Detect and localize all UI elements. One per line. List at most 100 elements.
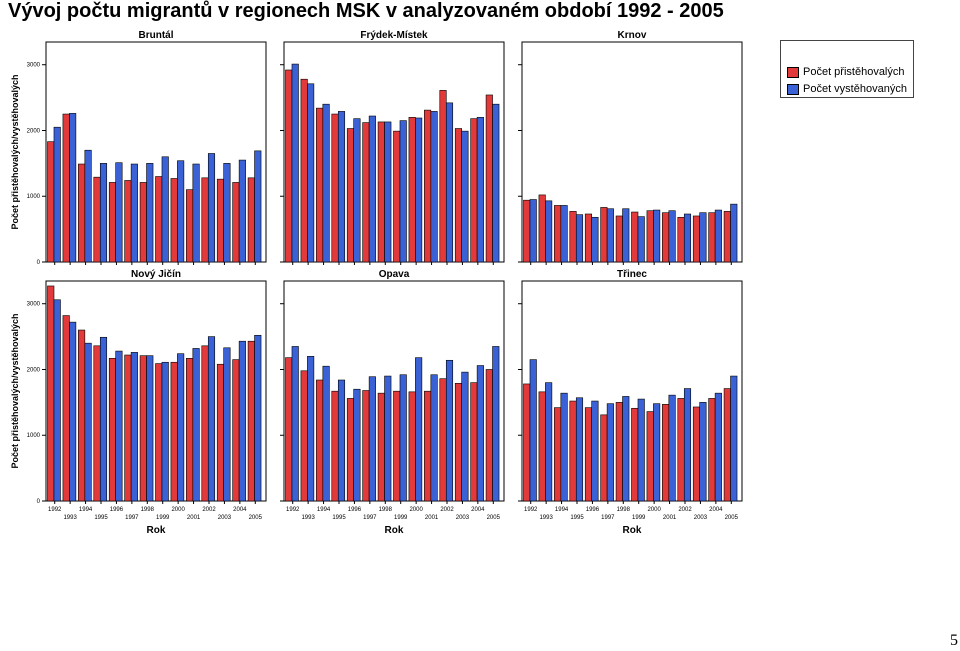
x-tick-label: 1992 <box>48 507 62 513</box>
bar <box>560 392 568 502</box>
bar <box>368 115 376 263</box>
x-tick-label: 2000 <box>409 507 423 513</box>
y-axis-label: Počet přistěhovalých/vystěhovalých <box>10 74 20 229</box>
bar <box>399 374 407 502</box>
bar <box>232 359 240 502</box>
bar <box>192 348 200 502</box>
x-tick-label: 2004 <box>233 507 247 513</box>
bar <box>699 402 707 502</box>
bar <box>545 382 553 502</box>
bar <box>384 121 392 263</box>
bar <box>362 390 370 502</box>
x-tick-label: 2005 <box>249 515 263 521</box>
bar <box>683 213 692 263</box>
chart-title: Vývoj počtu migrantů v regionech MSK v a… <box>8 0 724 22</box>
bar <box>615 215 623 263</box>
legend-label-immigrants: Počet přistěhovalých <box>803 66 905 78</box>
legend-swatch-immigrants <box>787 66 799 78</box>
bar <box>653 403 661 502</box>
bar <box>723 388 731 502</box>
x-tick-label: 1994 <box>555 507 569 513</box>
bar <box>622 396 630 502</box>
bar <box>554 407 562 502</box>
bar <box>108 358 116 502</box>
bar <box>714 209 722 263</box>
bar <box>170 178 178 263</box>
bar <box>186 189 194 263</box>
bar <box>78 329 86 502</box>
x-tick-label: 2005 <box>487 515 501 521</box>
bar <box>699 212 707 263</box>
bar <box>723 211 731 263</box>
bar <box>207 153 216 263</box>
bar <box>177 353 185 502</box>
y-tick-label: 3000 <box>27 302 41 308</box>
bar <box>53 126 61 263</box>
bar <box>538 391 546 502</box>
bar <box>331 113 339 263</box>
bar <box>606 403 614 502</box>
bar <box>362 122 370 263</box>
bar <box>254 150 262 263</box>
bar <box>316 107 324 263</box>
bar <box>430 374 438 502</box>
bar <box>377 392 385 502</box>
x-tick-label: 1992 <box>524 507 538 513</box>
bar <box>216 363 224 502</box>
bar <box>322 103 330 263</box>
bar <box>668 210 676 263</box>
bar <box>238 159 246 263</box>
bar <box>454 128 462 263</box>
x-tick-label: 2001 <box>425 515 439 521</box>
bar <box>708 398 716 502</box>
bar <box>300 78 308 263</box>
bar <box>291 63 299 263</box>
bar <box>677 216 685 263</box>
x-tick-label: 2002 <box>678 507 692 513</box>
bar <box>560 205 568 263</box>
bar <box>424 390 432 502</box>
x-tick-label: 2001 <box>187 515 201 521</box>
bar <box>285 69 293 263</box>
x-tick-label: 1998 <box>617 507 631 513</box>
panel-title: Opava <box>379 269 410 280</box>
bar <box>161 361 169 502</box>
x-tick-label: 1993 <box>301 515 315 521</box>
y-tick-label: 2000 <box>27 367 41 373</box>
bar <box>683 388 692 502</box>
bar <box>461 371 469 502</box>
bar <box>554 205 562 263</box>
bar <box>730 375 738 502</box>
bar <box>646 210 654 263</box>
page-number: 5 <box>950 632 958 649</box>
x-tick-label: 2004 <box>471 507 485 513</box>
x-tick-label: 1997 <box>601 515 615 521</box>
bar <box>569 211 577 263</box>
bar <box>575 397 584 502</box>
bar <box>470 118 478 263</box>
bar <box>353 118 361 263</box>
bar <box>445 359 454 502</box>
bar <box>207 336 216 502</box>
bar <box>47 141 55 263</box>
bar <box>591 400 599 502</box>
x-tick-label: 1999 <box>156 515 170 521</box>
panel-title: Nový Jičín <box>131 269 181 280</box>
bar <box>69 113 77 263</box>
bar <box>569 400 577 502</box>
x-tick-label: 1992 <box>286 507 300 513</box>
bar <box>93 345 101 502</box>
bar <box>254 334 262 502</box>
bar <box>300 370 308 502</box>
bar <box>177 160 185 263</box>
x-tick-label: 2005 <box>725 515 739 521</box>
bar <box>115 162 123 263</box>
bar <box>353 388 361 502</box>
bar <box>69 321 77 502</box>
bar <box>186 358 194 502</box>
bar <box>99 163 108 263</box>
bar <box>615 402 623 502</box>
x-tick-label: 1994 <box>317 507 331 513</box>
x-tick-label: 1997 <box>363 515 377 521</box>
